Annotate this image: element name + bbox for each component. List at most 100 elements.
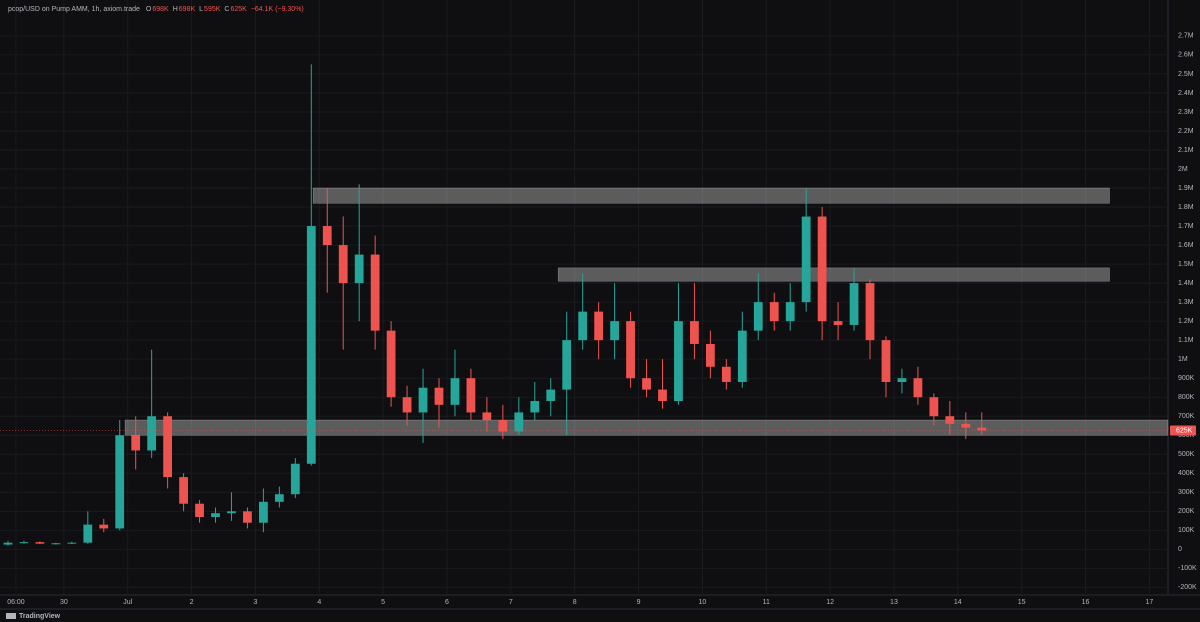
y-tick-label: 1.6M bbox=[1178, 242, 1194, 249]
y-tick-label: 100K bbox=[1178, 527, 1195, 534]
ohlc-key: O bbox=[146, 6, 152, 13]
x-tick-label: 15 bbox=[1018, 599, 1026, 606]
candle-body bbox=[849, 283, 859, 325]
zone bbox=[312, 187, 1110, 204]
y-tick-label: 1.9M bbox=[1178, 185, 1194, 192]
grid bbox=[0, 0, 1168, 595]
y-tick-label: 300K bbox=[1178, 489, 1195, 496]
candle-body bbox=[610, 321, 619, 341]
candle-body bbox=[721, 366, 731, 382]
candle-body bbox=[546, 389, 556, 402]
x-tick-label: 12 bbox=[826, 599, 834, 606]
candle-body bbox=[498, 420, 508, 432]
candle-body bbox=[227, 511, 236, 514]
ohlc-key: H bbox=[173, 6, 178, 13]
candle-body bbox=[115, 435, 125, 529]
candle-body bbox=[434, 387, 444, 405]
ohlc-value: 595K bbox=[204, 6, 221, 13]
candle-body bbox=[801, 216, 811, 303]
candle-body bbox=[945, 416, 955, 424]
candle-body bbox=[690, 321, 699, 344]
candle-body bbox=[370, 254, 380, 331]
candle-body bbox=[163, 416, 173, 478]
candle-body bbox=[290, 463, 300, 495]
candle-body bbox=[658, 389, 667, 402]
candle-body bbox=[578, 311, 588, 341]
x-tick-label: 8 bbox=[573, 599, 577, 606]
candle-body bbox=[179, 477, 188, 504]
x-tick-label: 7 bbox=[509, 599, 513, 606]
ohlc-value: 625K bbox=[230, 6, 247, 13]
candle-body bbox=[19, 542, 29, 544]
brand: TradingView bbox=[6, 613, 61, 620]
candle-body bbox=[99, 524, 109, 529]
x-tick-label: 06:00 bbox=[7, 599, 25, 606]
candle-body bbox=[737, 330, 747, 382]
candle-body bbox=[705, 343, 715, 367]
candle-body bbox=[642, 378, 651, 390]
candle-body bbox=[211, 513, 220, 518]
x-tick-label: 13 bbox=[890, 599, 898, 606]
candle-body bbox=[418, 387, 428, 413]
ohlc-key: L bbox=[199, 6, 203, 13]
x-tick-label: Jul bbox=[123, 599, 132, 606]
y-tick-label: 2.4M bbox=[1178, 90, 1194, 97]
x-tick-label: 14 bbox=[954, 599, 962, 606]
candle-body bbox=[51, 543, 61, 545]
candle-body bbox=[450, 378, 460, 405]
candle-body bbox=[977, 427, 987, 431]
y-tick-label: -100K bbox=[1178, 565, 1197, 572]
y-tick-label: 700K bbox=[1178, 413, 1195, 420]
ohlc-key: C bbox=[224, 6, 229, 13]
candle-body bbox=[913, 378, 923, 398]
candle-body bbox=[466, 378, 476, 413]
x-tick-label: 30 bbox=[60, 599, 68, 606]
candle-body bbox=[338, 245, 348, 284]
candle-body bbox=[562, 340, 572, 390]
y-tick-label: 1.4M bbox=[1178, 280, 1194, 287]
x-tick-label: 3 bbox=[253, 599, 257, 606]
y-tick-label: 400K bbox=[1178, 470, 1195, 477]
y-tick-label: 0 bbox=[1178, 546, 1182, 553]
y-tick-label: 1M bbox=[1178, 356, 1188, 363]
y-tick-label: 2.5M bbox=[1178, 71, 1194, 78]
ohlc-value: 698K bbox=[179, 6, 196, 13]
y-tick-label: -200K bbox=[1178, 584, 1197, 591]
y-tick-label: 2.2M bbox=[1178, 128, 1194, 135]
last-price-badge bbox=[1170, 425, 1196, 436]
candle-body bbox=[769, 302, 779, 322]
candle-body bbox=[753, 302, 763, 331]
x-tick-label: 5 bbox=[381, 599, 385, 606]
y-tick-label: 200K bbox=[1178, 508, 1195, 515]
y-tick-label: 800K bbox=[1178, 394, 1195, 401]
x-tick-label: 10 bbox=[698, 599, 706, 606]
x-tick-label: 17 bbox=[1145, 599, 1153, 606]
candle-body bbox=[83, 524, 93, 543]
brand-name: TradingView bbox=[19, 613, 61, 620]
candle-body bbox=[817, 216, 827, 322]
candle-body bbox=[674, 321, 683, 402]
y-tick-label: 500K bbox=[1178, 451, 1195, 458]
last-price-label: 625K bbox=[1176, 427, 1193, 434]
x-tick-label: 2 bbox=[190, 599, 194, 606]
candle-body bbox=[530, 401, 540, 413]
y-tick-label: 1.3M bbox=[1178, 299, 1194, 306]
y-tick-label: 2.1M bbox=[1178, 147, 1194, 154]
y-tick-label: 2M bbox=[1178, 166, 1188, 173]
candle-body bbox=[243, 511, 252, 523]
candle-body bbox=[131, 435, 141, 451]
candle-body bbox=[897, 378, 907, 382]
x-tick-label: 9 bbox=[637, 599, 641, 606]
x-tick-label: 6 bbox=[445, 599, 449, 606]
y-tick-label: 600K bbox=[1178, 432, 1195, 439]
candle-body bbox=[274, 494, 284, 502]
zone bbox=[557, 267, 1110, 282]
brand-logo bbox=[6, 613, 16, 619]
candles bbox=[3, 64, 987, 546]
candle-body bbox=[354, 254, 364, 284]
candle-body bbox=[3, 542, 13, 545]
y-tick-label: 1.1M bbox=[1178, 337, 1194, 344]
x-tick-label: 4 bbox=[317, 599, 321, 606]
candle-body bbox=[594, 311, 604, 341]
